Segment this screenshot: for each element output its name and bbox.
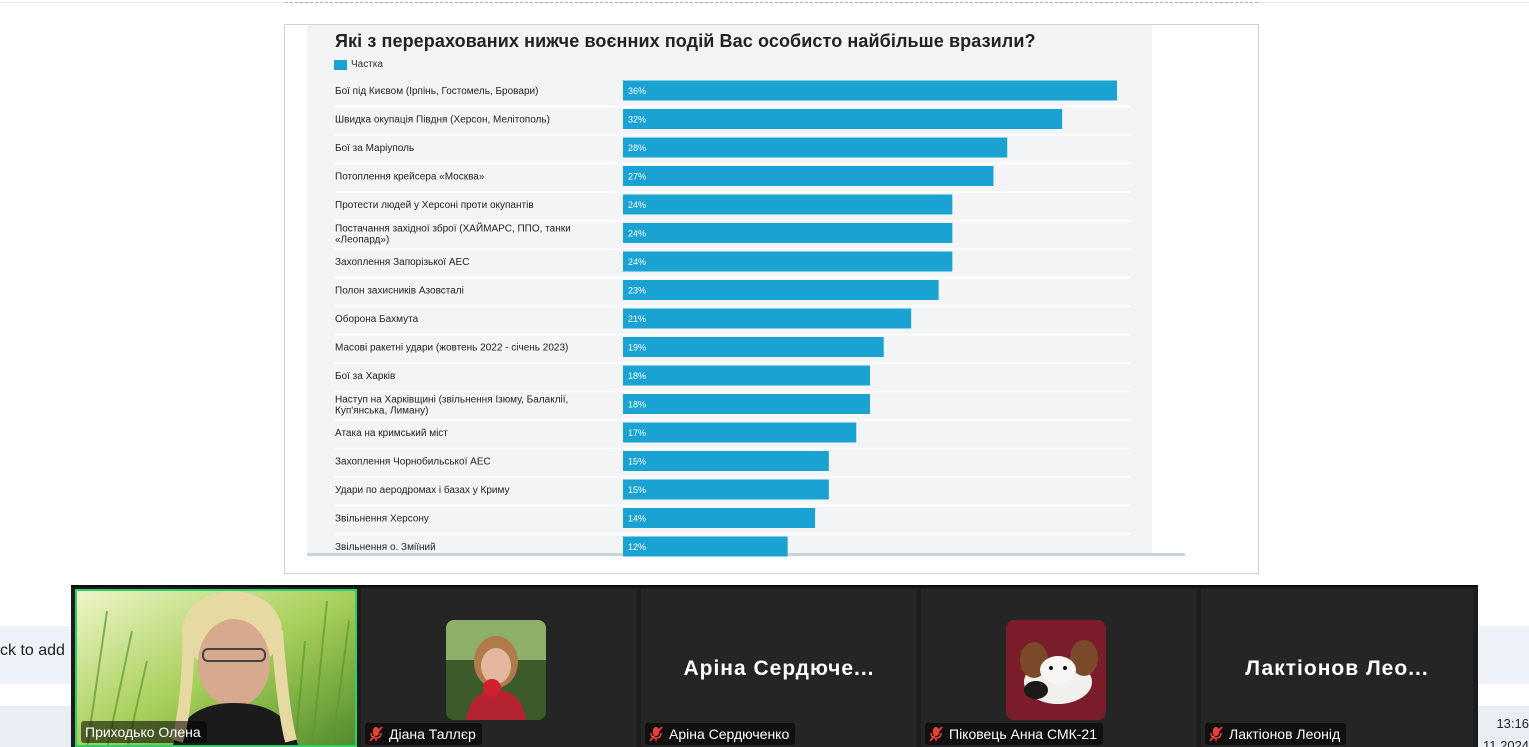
slide-ruler: [285, 0, 1258, 3]
category-label: Потоплення крейсера «Москва»: [335, 172, 485, 183]
participant-name: Діана Таллєр: [389, 726, 476, 742]
category-label: Звільнення о. Зміїний: [335, 542, 436, 553]
bar: [623, 451, 829, 471]
bar: [623, 223, 953, 243]
legend-label: Частка: [351, 59, 383, 70]
bar: [623, 166, 994, 186]
bar: [623, 337, 884, 357]
bar: [623, 365, 870, 386]
value-label: 36%: [628, 86, 646, 96]
category-label: Бої за Харків: [335, 371, 395, 382]
bar: [623, 251, 953, 272]
bar: [623, 394, 870, 414]
muted-mic-icon: [649, 726, 663, 742]
category-label: Атака на кримський міст: [335, 428, 448, 439]
value-label: 21%: [628, 314, 646, 324]
category-label: Захоплення Запорізької АЕС: [335, 257, 469, 268]
bar: [623, 194, 953, 215]
value-label: 18%: [628, 400, 646, 410]
category-label: Масові ракетні удари (жовтень 2022 - січ…: [335, 343, 568, 354]
muted-mic-icon: [929, 726, 943, 742]
participant-tile[interactable]: Лактіонов Лео... Лактіонов Леонід: [1201, 589, 1473, 747]
value-label: 28%: [628, 143, 646, 153]
category-label: Звільнення Херсону: [335, 514, 429, 525]
bar: [623, 137, 1008, 158]
participant-name-bar: Піковець Анна СМК-21: [925, 723, 1103, 745]
meeting-gallery: Приходько Олена Діана Таллєр Аріна Сердю…: [71, 585, 1478, 747]
category-label: Швидка окупація Півдня (Херсон, Мелітопо…: [335, 115, 550, 126]
muted-mic-icon: [369, 726, 383, 742]
avatar-photo-icon: [446, 620, 546, 720]
participant-name: Лактіонов Леонід: [1229, 726, 1341, 742]
value-label: 15%: [628, 457, 646, 467]
participant-name: Піковець Анна СМК-21: [949, 726, 1097, 742]
category-label: Постачання західної зброї (ХАЙМАРС, ППО,…: [335, 222, 571, 246]
bar: [623, 508, 816, 528]
value-label: 24%: [628, 200, 646, 210]
participant-tile[interactable]: Піковець Анна СМК-21: [921, 589, 1197, 747]
bar: [623, 109, 1063, 129]
participant-display-name: Аріна Сердюче...: [683, 657, 875, 680]
category-label: Наступ на Харківщині (звільнення Ізюму, …: [335, 395, 568, 417]
muted-mic-icon: [1209, 726, 1223, 742]
bar: [623, 308, 912, 329]
chart-title: Які з перерахованих нижче воєнних подій …: [335, 31, 1036, 51]
value-label: 19%: [628, 343, 646, 353]
participant-tile-video[interactable]: Приходько Олена: [75, 589, 357, 747]
value-label: 24%: [628, 229, 646, 239]
participant-tile[interactable]: Діана Таллєр: [361, 589, 637, 747]
participant-tile[interactable]: Аріна Сердюче... Аріна Сердюченко: [641, 589, 917, 747]
value-label: 24%: [628, 257, 646, 267]
value-label: 15%: [628, 485, 646, 495]
clock-date: 11.2024: [1483, 738, 1529, 747]
category-label: Бої під Києвом (Ірпінь, Гостомель, Брова…: [335, 86, 538, 97]
participant-name-bar: Діана Таллєр: [365, 723, 482, 745]
value-label: 23%: [628, 286, 646, 296]
category-label: Оборона Бахмута: [335, 313, 419, 325]
value-label: 14%: [628, 514, 646, 524]
value-label: 17%: [628, 428, 646, 438]
category-label: Удари по аеродромах і базах у Криму: [335, 484, 509, 496]
webcam-video-icon: [77, 591, 355, 745]
category-label: Протести людей у Херсоні проти окупантів: [335, 200, 534, 211]
dog-photo-icon: [1006, 620, 1106, 720]
participant-name-bar: Приходько Олена: [81, 721, 207, 743]
category-label: Захоплення Чорнобильської АЕС: [335, 456, 491, 468]
value-label: 32%: [628, 115, 646, 125]
legend-swatch: [334, 59, 347, 70]
participant-display-name: Лактіонов Лео...: [1245, 657, 1429, 680]
value-label: 18%: [628, 371, 646, 381]
notes-placeholder[interactable]: ck to add: [0, 642, 65, 659]
bar: [623, 479, 829, 500]
chart-legend: Частка: [334, 59, 383, 70]
bar: [623, 80, 1117, 101]
participant-name-bar: Аріна Сердюченко: [645, 723, 796, 745]
participant-name-bar: Лактіонов Леонід: [1205, 723, 1347, 745]
bar-chart: Бої під Києвом (Ірпінь, Гостомель, Брова…: [335, 80, 1130, 564]
category-label: Бої за Маріуполь: [335, 143, 414, 154]
category-label: Полон захисників Азовсталі: [335, 286, 464, 297]
bar: [623, 536, 788, 557]
bar: [623, 280, 939, 300]
slide-canvas[interactable]: Які з перерахованих нижче воєнних подій …: [284, 24, 1259, 574]
value-label: 12%: [628, 542, 646, 552]
clock-time: 13:16: [1496, 716, 1529, 731]
value-label: 27%: [628, 172, 646, 182]
participant-name: Приходько Олена: [85, 724, 201, 740]
bar: [623, 422, 857, 443]
participant-name: Аріна Сердюченко: [669, 726, 790, 742]
